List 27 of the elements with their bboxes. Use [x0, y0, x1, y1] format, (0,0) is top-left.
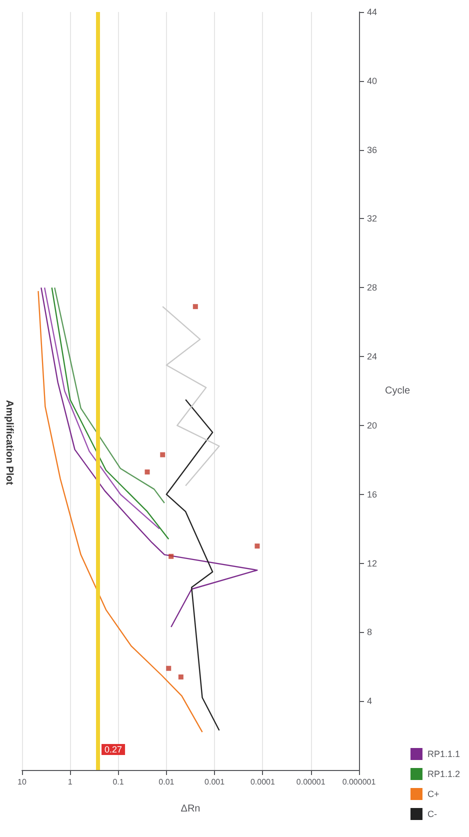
y-tick-label: 20 [367, 420, 378, 430]
y-tick-label: 12 [367, 558, 378, 568]
y-tick-label: 40 [367, 76, 378, 86]
ref-line-label: 0.27 [104, 744, 122, 754]
x-tick-label: 10 [18, 778, 27, 786]
legend-label: C- [427, 809, 437, 819]
x-tick-label: 0.1 [112, 778, 124, 786]
x-tick-label: 0.00001 [296, 778, 326, 786]
x-tick-label: 0.001 [204, 778, 226, 786]
y-tick-label: 24 [367, 352, 378, 362]
y-tick-label: 36 [367, 144, 378, 155]
y-tick-label: 32 [367, 214, 378, 224]
y-tick-label: 4 [367, 696, 372, 706]
x-tick-label: 1 [68, 778, 73, 786]
x-tick-label: 0.000001 [342, 778, 376, 786]
y-axis-title: Cycle [385, 386, 410, 396]
y-tick-label: 28 [367, 282, 378, 293]
x-tick-label: 0.01 [158, 778, 175, 786]
x-tick-label: 0.0001 [250, 778, 276, 786]
legend-label: C+ [427, 789, 440, 799]
legend-label: RP1.1.1 [427, 749, 460, 759]
x-axis-title: ΔRn [180, 804, 200, 814]
legend-label: RP1.1.2 [427, 769, 460, 779]
text: Amplification Plot [4, 400, 14, 486]
y-tick-label: 8 [367, 627, 372, 638]
y-tick-label: 44 [367, 7, 378, 17]
y-tick-label: 16 [367, 489, 378, 500]
